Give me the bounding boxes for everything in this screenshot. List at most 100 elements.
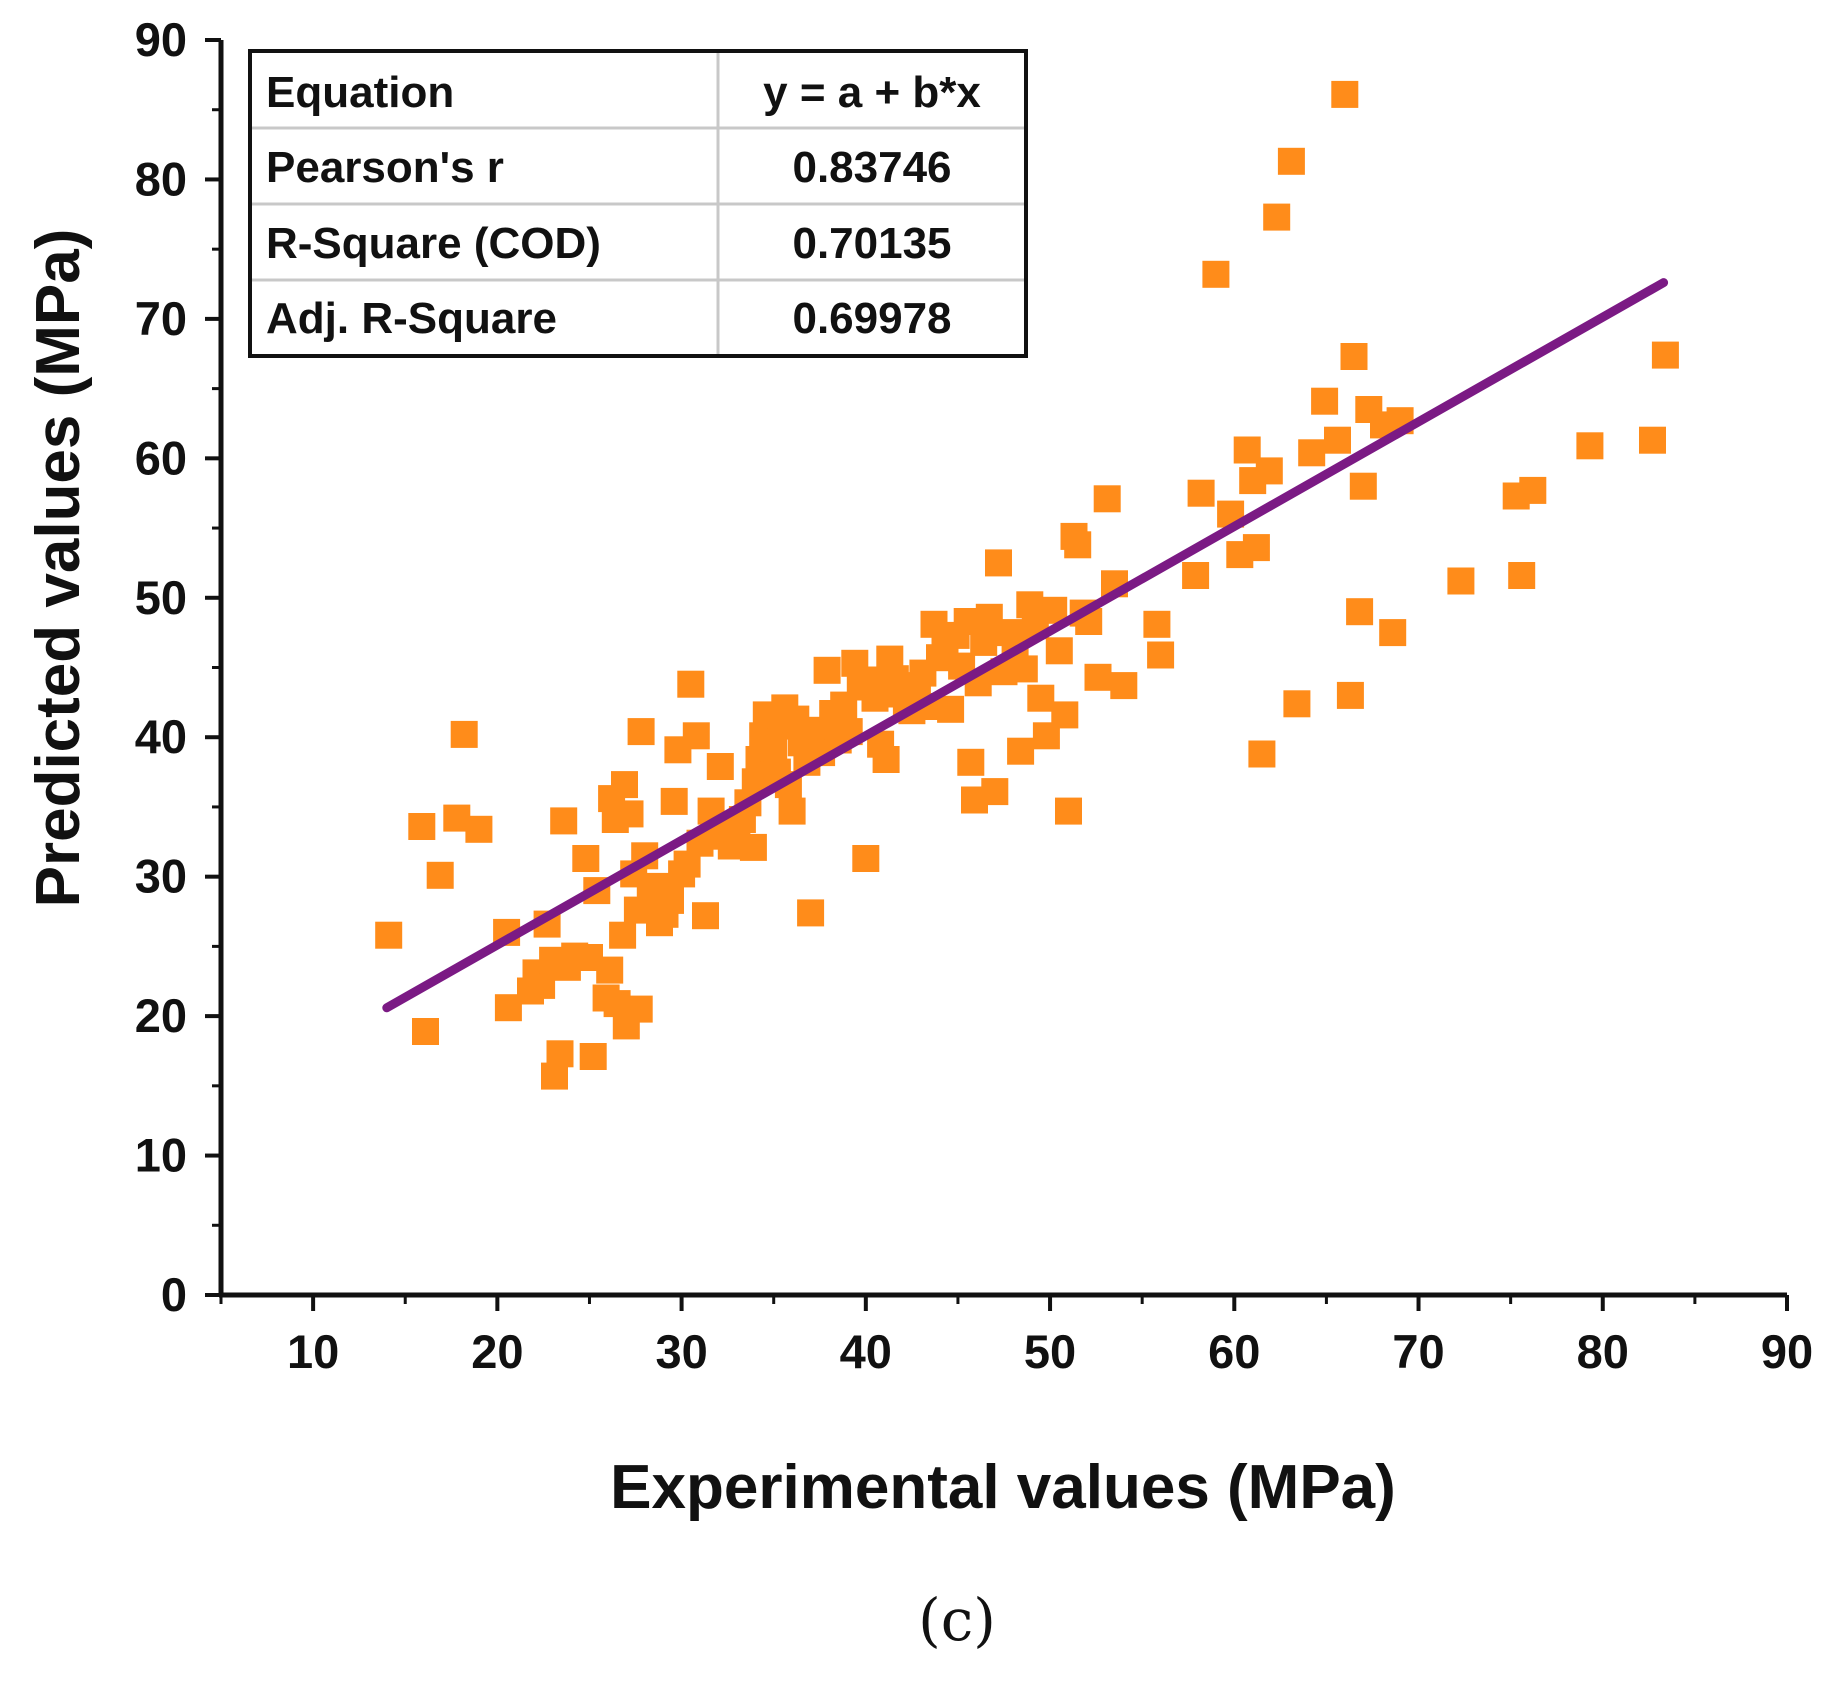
x-tick-label: 80 <box>1577 1325 1629 1378</box>
x-tick-label: 60 <box>1208 1325 1260 1378</box>
data-point <box>1331 80 1359 108</box>
stats-row-value: 0.69978 <box>792 294 951 343</box>
data-point <box>1519 476 1547 504</box>
data-point <box>596 956 624 984</box>
data-point <box>677 670 705 698</box>
y-tick-label: 60 <box>135 431 187 484</box>
y-axis-title: Predicted values (MPa) <box>24 229 93 908</box>
data-point <box>937 695 965 723</box>
stats-row-label: Pearson's r <box>266 143 504 192</box>
data-point <box>1045 637 1073 665</box>
y-tick-labels: 0 10 20 30 40 50 60 70 80 90 <box>135 13 187 1321</box>
data-point <box>1110 672 1138 700</box>
data-point <box>528 971 556 999</box>
data-point <box>627 718 655 746</box>
data-point <box>1182 562 1210 589</box>
data-point <box>579 1043 607 1070</box>
stats-row-value: y = a + b*x <box>763 68 981 117</box>
data-point <box>1248 740 1276 768</box>
data-point <box>778 797 806 825</box>
data-point <box>660 787 688 815</box>
y-tick-label: 90 <box>135 13 187 66</box>
data-point <box>1346 598 1374 626</box>
data-point <box>1277 147 1305 175</box>
data-point <box>412 1018 439 1045</box>
data-point <box>465 815 493 843</box>
y-tick-label: 10 <box>135 1129 187 1182</box>
linear-fit-line <box>382 278 1669 1013</box>
y-tick-label: 50 <box>135 571 187 624</box>
x-tick-labels: 10 20 30 40 50 60 70 80 90 <box>287 1325 1813 1378</box>
y-ticks <box>205 38 221 1297</box>
data-point <box>625 995 653 1023</box>
x-axis-title: Experimental values (MPa) <box>610 1453 1396 1522</box>
data-point <box>616 800 644 828</box>
data-point <box>1147 641 1175 669</box>
data-point <box>1379 619 1407 647</box>
data-point <box>1576 432 1604 460</box>
data-point <box>1255 457 1283 485</box>
data-point <box>1349 472 1377 500</box>
data-point <box>852 845 880 872</box>
stats-table-border <box>248 49 1028 358</box>
data-point <box>739 833 767 861</box>
stats-row-label: R-Square (COD) <box>266 219 601 268</box>
data-point <box>408 813 436 840</box>
data-point <box>1263 203 1291 231</box>
x-tick-label: 30 <box>655 1325 707 1378</box>
data-point <box>1311 387 1339 415</box>
y-tick-label: 80 <box>135 152 187 205</box>
x-tick-label: 50 <box>1024 1325 1076 1378</box>
data-point <box>450 720 478 748</box>
data-point <box>797 899 825 927</box>
stats-row-value: 0.83746 <box>792 143 951 192</box>
data-point <box>1143 610 1171 638</box>
stats-table: Equation y = a + b*x Pearson's r 0.83746… <box>248 49 1028 358</box>
fit-line-layer <box>382 278 1669 1013</box>
y-tick-label: 30 <box>135 850 187 903</box>
data-point <box>682 722 710 750</box>
data-point <box>985 549 1012 577</box>
data-point <box>1010 655 1038 683</box>
data-point <box>1202 260 1230 288</box>
data-point <box>657 886 684 914</box>
axes: 10 20 30 40 50 60 70 80 90 0 10 20 30 40 50 60 70 80 90 <box>135 13 1813 1378</box>
data-point <box>981 778 1009 806</box>
y-tick-label: 0 <box>161 1268 187 1321</box>
data-point <box>1055 797 1082 825</box>
data-point <box>609 921 637 949</box>
data-point <box>1242 534 1270 562</box>
x-tick-label: 20 <box>471 1325 523 1378</box>
data-point <box>611 771 638 799</box>
data-point <box>706 753 734 780</box>
data-point <box>1007 737 1035 765</box>
y-tick-label: 70 <box>135 292 187 345</box>
data-point <box>1064 531 1092 559</box>
data-point <box>1093 485 1121 513</box>
data-point <box>1283 690 1311 718</box>
x-tick-label: 40 <box>840 1325 892 1378</box>
data-point <box>957 748 985 776</box>
data-point <box>1639 426 1666 454</box>
y-tick-label: 20 <box>135 989 187 1042</box>
x-tick-label: 90 <box>1761 1325 1813 1378</box>
data-point <box>426 861 454 889</box>
y-tick-label: 40 <box>135 710 187 763</box>
data-point <box>1187 479 1215 507</box>
x-tick-label: 10 <box>287 1325 339 1378</box>
data-point <box>970 628 998 656</box>
data-point <box>1336 681 1364 709</box>
data-point <box>1298 439 1326 467</box>
data-point <box>1027 684 1055 712</box>
x-tick-label: 70 <box>1392 1325 1444 1378</box>
panel-label: (c) <box>918 1586 996 1654</box>
data-point <box>1651 341 1679 369</box>
data-point <box>1324 426 1351 454</box>
stats-row-label: Adj. R-Square <box>266 294 557 343</box>
data-point <box>872 746 900 773</box>
data-point <box>375 921 403 949</box>
data-point <box>813 656 841 684</box>
stats-row-label: Equation <box>266 68 454 117</box>
stats-row-value: 0.70135 <box>792 219 951 268</box>
